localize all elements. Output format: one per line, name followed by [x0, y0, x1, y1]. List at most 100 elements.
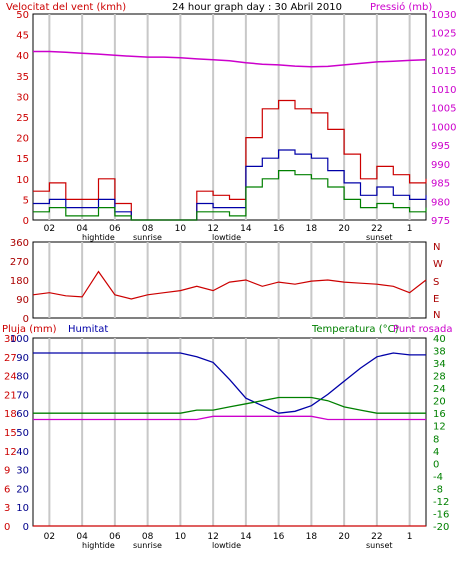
- time-label-top-7: 16: [273, 224, 285, 234]
- event-sunrise: sunrise: [133, 233, 162, 242]
- rain-tick-3: 3: [4, 503, 10, 514]
- humidity-tick-100: 100: [10, 334, 29, 345]
- panel1-frame: [32, 13, 427, 221]
- humidity-tick-20: 20: [16, 484, 29, 495]
- dir-tick-0: 0: [23, 314, 29, 325]
- event-hightide-bottom: hightide: [82, 541, 115, 550]
- panel1-line-0: [33, 50, 427, 68]
- temp-tick-6: 4: [433, 447, 439, 458]
- event-hightide: hightide: [82, 233, 115, 242]
- wind-tick-35: 35: [16, 72, 29, 83]
- pressure-tick-975: 975: [431, 216, 450, 227]
- dir-tick-90: 90: [16, 295, 29, 306]
- graph-title: 24 hour graph day : 30 Abril 2010: [172, 2, 342, 13]
- time-label-bottom-1: 04: [76, 532, 88, 542]
- panel3-frame: [32, 337, 427, 527]
- time-label-top-11: 1: [407, 224, 413, 234]
- dir-letter-n-top: N: [433, 242, 440, 253]
- temp-tick-15: 40: [433, 334, 446, 345]
- temperature-label: Temperatura (°C): [311, 324, 399, 335]
- temp-tick-5: 0: [433, 459, 439, 470]
- time-label-bottom-3: 08: [142, 532, 154, 542]
- pressure-tick-1000: 1000: [431, 122, 456, 133]
- panel2-frame: [32, 241, 427, 319]
- humidity-tick-40: 40: [16, 447, 29, 458]
- wind-tick-0: 0: [23, 216, 29, 227]
- panel1-grid: [48, 14, 411, 220]
- rain-tick-15: 15: [4, 428, 17, 439]
- panel3-line-1: [33, 396, 426, 414]
- time-label-bottom-11: 1: [407, 532, 413, 542]
- panel3-line-0: [33, 352, 426, 414]
- panel1-line-2: [33, 149, 427, 221]
- temp-tick-7: 8: [433, 434, 439, 445]
- humidity-tick-90: 90: [16, 353, 29, 364]
- dir-tick-360: 360: [10, 238, 29, 249]
- dir-letter-s: S: [433, 277, 439, 288]
- time-label-top-4: 10: [175, 224, 187, 234]
- event-sunset: sunset: [366, 233, 393, 242]
- rain-tick-12: 12: [4, 447, 17, 458]
- temp-tick-9: 16: [433, 409, 446, 420]
- rain-tick-30: 30: [4, 334, 17, 345]
- temp-tick-1: -16: [433, 509, 449, 520]
- humidity-tick-50: 50: [16, 428, 29, 439]
- panel2-series: [32, 270, 427, 300]
- panel3-grid: [48, 338, 411, 526]
- time-label-bottom-4: 10: [175, 532, 187, 542]
- time-label-bottom-0: 02: [44, 532, 55, 542]
- humidity-tick-70: 70: [16, 390, 29, 401]
- time-label-bottom-9: 20: [338, 532, 350, 542]
- rain-tick-0: 0: [4, 522, 10, 533]
- humidity-tick-60: 60: [16, 409, 29, 420]
- temp-tick-14: 38: [433, 347, 446, 358]
- panel3-line-2: [33, 415, 426, 421]
- time-label-top-10: 22: [371, 224, 382, 234]
- humidity-tick-0: 0: [23, 522, 29, 533]
- temp-tick-11: 24: [433, 384, 446, 395]
- wind-tick-5: 5: [23, 195, 29, 206]
- wind-tick-30: 30: [16, 92, 29, 103]
- pressure-tick-1005: 1005: [431, 104, 456, 115]
- panel1-line-3: [33, 170, 427, 221]
- pressure-tick-1030: 1030: [431, 10, 456, 21]
- time-label-bottom-10: 22: [371, 532, 382, 542]
- wind-tick-10: 10: [16, 175, 29, 186]
- time-label-top-9: 20: [338, 224, 350, 234]
- time-label-bottom-5: 12: [207, 532, 218, 542]
- humidity-label: Humitat: [68, 324, 108, 335]
- pressure-tick-985: 985: [431, 179, 450, 190]
- wind-tick-20: 20: [16, 134, 29, 145]
- temp-tick-2: -12: [433, 497, 449, 508]
- dir-tick-180: 180: [10, 276, 29, 287]
- temp-tick-13: 34: [433, 359, 446, 370]
- wind-tick-15: 15: [16, 154, 29, 165]
- time-label-top-3: 08: [142, 224, 154, 234]
- temp-tick-8: 12: [433, 422, 446, 433]
- dir-letter-e: E: [433, 294, 439, 305]
- panel1-line-1: [33, 99, 427, 221]
- time-label-top-0: 02: [44, 224, 55, 234]
- time-label-bottom-8: 18: [306, 532, 318, 542]
- humidity-tick-30: 30: [16, 466, 29, 477]
- time-label-top-2: 06: [109, 224, 121, 234]
- time-label-top-6: 14: [240, 224, 252, 234]
- humidity-tick-10: 10: [16, 503, 29, 514]
- event-lowtide: lowtide: [212, 233, 241, 242]
- dir-letter-n-bottom: N: [433, 310, 440, 321]
- panel3-series: [33, 352, 426, 527]
- pressure-label: Pressió (mb): [370, 1, 432, 13]
- rain-tick-6: 6: [4, 484, 10, 495]
- rain-label: Pluja (mm): [2, 324, 57, 335]
- wind-tick-45: 45: [16, 31, 29, 42]
- panel1-left-ticks: 0 5 10 15 20 25 30 35 40 45 50: [16, 10, 29, 227]
- time-label-bottom-6: 14: [240, 532, 252, 542]
- rain-tick-24: 24: [4, 372, 17, 383]
- dir-letter-w: W: [433, 259, 443, 270]
- panel3-time-labels: 02 04 06 08 10 12 14 16 18 20 22 1: [44, 532, 413, 542]
- pressure-tick-990: 990: [431, 160, 450, 171]
- time-label-top-8: 18: [306, 224, 318, 234]
